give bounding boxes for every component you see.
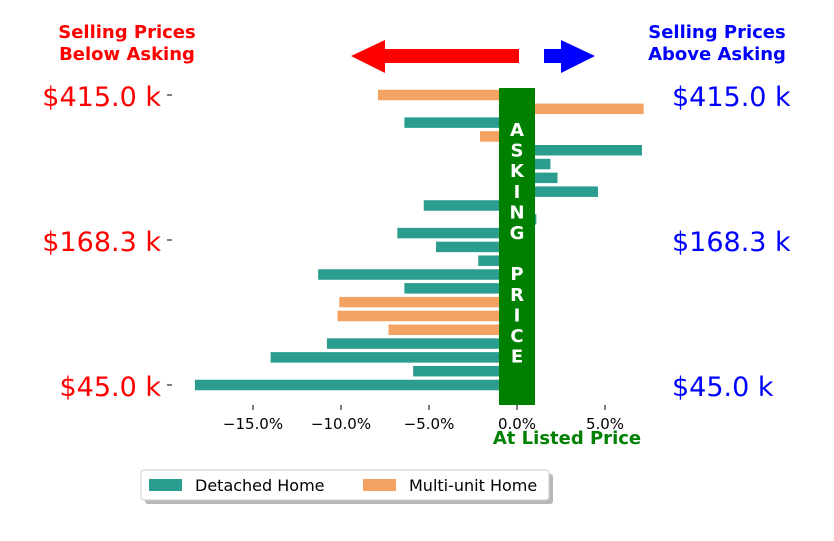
band-letter-3: I (514, 182, 521, 203)
bars-group (194, 89, 644, 391)
xtick-label-4: 5.0% (586, 415, 624, 433)
bar-multi-16 (337, 310, 517, 322)
asking-price-band (499, 88, 535, 405)
bar-detached-14 (404, 283, 517, 294)
bar-detached-21 (194, 379, 518, 391)
bar-detached-20 (413, 365, 517, 377)
xtick-label-0: −15.0% (223, 415, 283, 433)
bar-multi-3 (480, 131, 517, 142)
below-asking-title-line1: Selling Prices (58, 22, 195, 43)
at-listed-price-label: At Listed Price (493, 428, 641, 449)
bar-detached-13 (318, 269, 517, 280)
price-label-left-top: $415.0 k (42, 82, 161, 113)
below-asking-title-line2: Below Asking (59, 44, 195, 65)
legend-label-detached: Detached Home (195, 476, 325, 495)
band-letter-1: S (511, 141, 524, 162)
band-letter-4: N (509, 202, 524, 223)
price-label-right-top: $415.0 k (672, 82, 791, 113)
bar-detached-2 (404, 117, 517, 128)
legend-swatch-detached (149, 479, 182, 491)
bar-detached-18 (326, 338, 517, 349)
bar-detached-19 (270, 352, 517, 363)
bar-multi-15 (339, 296, 517, 308)
band-letter-11: E (511, 347, 523, 368)
price-label-left-bottom: $45.0 k (59, 372, 161, 403)
bar-detached-4 (517, 144, 642, 156)
above-asking-title-line1: Selling Prices (648, 22, 785, 43)
band-letter-2: K (510, 161, 525, 182)
price-label-right-bottom: $45.0 k (672, 372, 774, 403)
bar-detached-10 (397, 227, 517, 239)
band-letter-8: R (510, 285, 524, 306)
price-label-left-mid: $168.3 k (42, 227, 161, 258)
legend-label-multi: Multi-unit Home (409, 476, 537, 495)
bar-detached-7 (517, 186, 598, 197)
xtick-label-1: −10.0% (311, 415, 371, 433)
left-arrow-icon (351, 40, 519, 73)
xtick-label-3: 0.0% (498, 415, 536, 433)
bar-multi-0 (377, 89, 517, 101)
bar-detached-12 (478, 255, 517, 266)
bar-multi-17 (388, 324, 517, 336)
band-letter-7: P (510, 264, 523, 285)
bar-multi-1 (517, 103, 644, 115)
bar-detached-11 (436, 241, 517, 253)
legend-swatch-multi (363, 479, 396, 491)
xtick-label-2: −5.0% (404, 415, 455, 433)
bar-detached-8 (423, 200, 517, 211)
band-letter-5: G (510, 223, 525, 244)
bar-detached-6 (517, 172, 558, 184)
price-label-right-mid: $168.3 k (672, 227, 791, 258)
band-letter-10: C (510, 326, 523, 347)
above-asking-title-line2: Above Asking (648, 44, 786, 65)
band-letter-9: I (514, 305, 521, 326)
band-letter-0: A (510, 120, 524, 141)
x-axis: −15.0% −10.0% −5.0% 0.0% 5.0% (223, 405, 624, 433)
legend: Detached Home Multi-unit Home (140, 469, 553, 504)
right-arrow-icon (544, 40, 595, 73)
